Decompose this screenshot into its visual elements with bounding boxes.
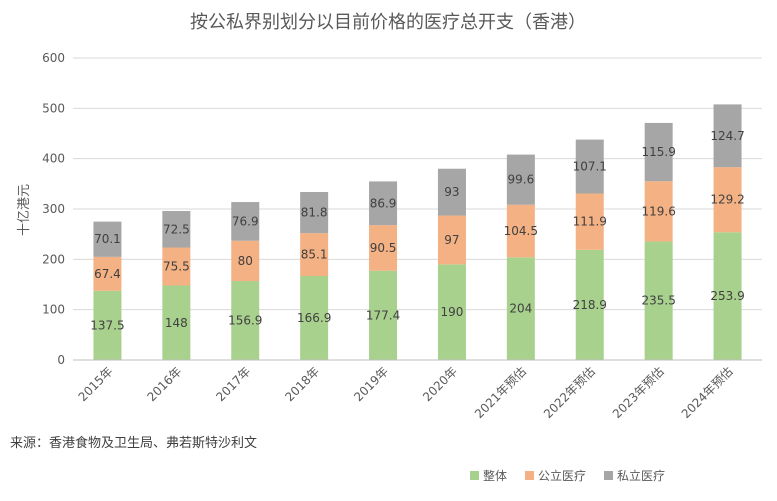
bar-segment [231, 240, 260, 282]
bar-segment [713, 104, 742, 168]
y-tick-label: 300 [42, 202, 65, 216]
data-label: 76.9 [232, 214, 259, 228]
data-label: 166.9 [297, 311, 331, 325]
y-tick-label: 100 [42, 303, 65, 317]
y-axis-ticks: 0 100 200 300 400 500 600 [42, 51, 65, 367]
y-axis-label: 十亿港元 [17, 184, 32, 236]
bars [93, 104, 742, 360]
data-label: 253.9 [710, 289, 744, 303]
x-tick-label: 2017年 [213, 364, 253, 404]
data-label: 80 [238, 254, 253, 268]
data-label: 190 [440, 305, 463, 319]
data-label: 124.7 [710, 129, 744, 143]
y-tick-label: 0 [57, 353, 65, 367]
bar-segment [162, 211, 191, 248]
data-label: 75.5 [163, 260, 190, 274]
bar-segment [300, 275, 329, 360]
bar-segment [713, 232, 742, 360]
x-tick-label: 2023年预估 [610, 364, 667, 421]
data-label: 90.5 [370, 241, 397, 255]
bar-segment [506, 154, 535, 205]
data-label: 218.9 [573, 298, 607, 312]
data-label: 156.9 [228, 314, 262, 328]
x-tick-label: 2021年预估 [472, 364, 529, 421]
bar-segment [506, 257, 535, 360]
bar-segment [231, 202, 260, 241]
data-label: 70.1 [94, 232, 121, 246]
bar-segment [575, 249, 604, 360]
bar-segment [93, 290, 122, 360]
data-label: 97 [444, 233, 459, 247]
bar-segment [437, 168, 466, 216]
x-axis-ticks: 2015年 2016年 2017年 2018年 2019年 2020年 2021年预估 202… [76, 364, 736, 421]
data-label: 85.1 [301, 248, 328, 262]
x-tick-label: 2018年 [282, 364, 322, 404]
y-tick-label: 400 [42, 152, 65, 166]
x-tick-label: 2016年 [144, 364, 184, 404]
data-label: 137.5 [90, 318, 124, 332]
data-label: 104.5 [504, 224, 538, 238]
legend-swatch [604, 471, 613, 480]
x-tick-label: 2019年 [351, 364, 391, 404]
bar-segment [644, 181, 673, 242]
y-tick-label: 200 [42, 252, 65, 266]
chart-title: 按公私界别划分以目前价格的医疗总开支（香港） [190, 12, 586, 33]
bar-segment [644, 122, 673, 182]
data-label: 111.9 [573, 215, 607, 229]
y-tick-label: 500 [42, 101, 65, 115]
legend-swatch [525, 471, 534, 480]
data-label: 204 [509, 302, 532, 316]
bar-segment [93, 256, 122, 291]
bar-segment [369, 181, 398, 226]
data-label: 93 [444, 185, 459, 199]
data-label: 81.8 [301, 206, 328, 220]
bar-segment [162, 247, 191, 286]
data-label: 177.4 [366, 308, 400, 322]
bar-segment [713, 167, 742, 233]
bar-segment [575, 193, 604, 250]
bar-segment [506, 204, 535, 258]
bar-segment [644, 241, 673, 360]
bar-segment [437, 264, 466, 360]
y-tick-label: 600 [42, 51, 65, 65]
data-label: 115.9 [641, 145, 675, 159]
bar-segment [231, 281, 260, 360]
x-tick-label: 2015年 [76, 364, 116, 404]
legend: 整体 公立医疗 私立医疗 [470, 468, 665, 483]
data-label: 148 [165, 316, 188, 330]
legend-entry: 整体 [483, 468, 507, 483]
bar-segment [300, 191, 329, 234]
legend-entry: 私立医疗 [617, 468, 665, 483]
data-label: 86.9 [370, 196, 397, 210]
data-label: 119.6 [641, 204, 675, 218]
bar-segment [437, 215, 466, 265]
x-tick-label: 2020年 [420, 364, 460, 404]
bar-segment [162, 285, 191, 360]
x-tick-label: 2024年预估 [679, 364, 736, 421]
legend-entry: 公立医疗 [538, 468, 586, 483]
data-label: 235.5 [641, 294, 675, 308]
source-note: 来源：香港食物及卫生局、弗若斯特沙利文 [10, 435, 257, 451]
bar-segment [300, 233, 329, 276]
bar-segment [575, 139, 604, 194]
data-label: 99.6 [507, 173, 534, 187]
legend-swatch [470, 471, 479, 480]
bar-segment [369, 225, 398, 271]
data-label: 72.5 [163, 222, 190, 236]
bar-segment [369, 270, 398, 360]
data-label: 107.1 [573, 160, 607, 174]
data-label: 67.4 [94, 267, 121, 281]
x-tick-label: 2022年预估 [541, 364, 598, 421]
bar-segment [93, 221, 122, 257]
data-labels: 137.5 67.4 70.1 148 75.5 72.5 156.9 80 76.9 166.9… [90, 129, 744, 333]
data-label: 129.2 [710, 193, 744, 207]
